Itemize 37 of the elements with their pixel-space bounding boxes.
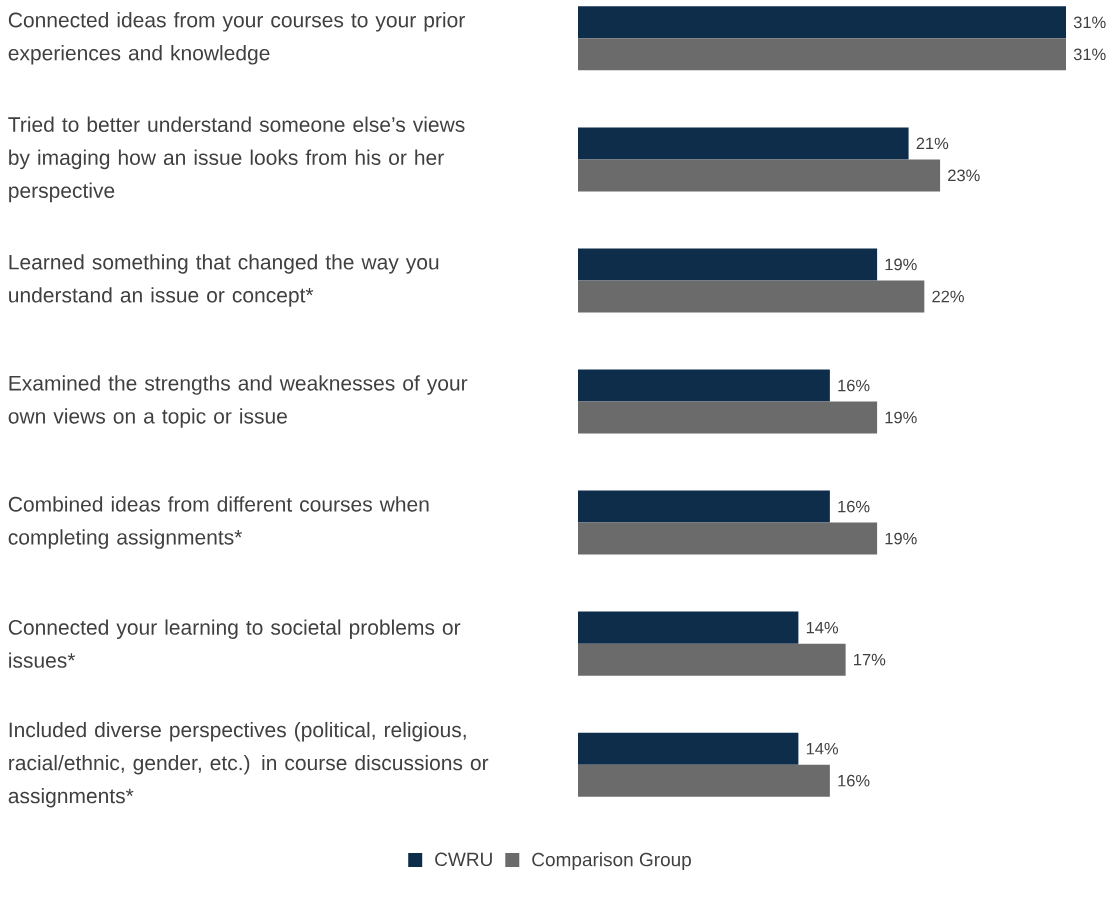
bar bbox=[578, 401, 878, 434]
bar bbox=[578, 127, 909, 160]
bar bbox=[578, 369, 830, 402]
bar bbox=[578, 159, 941, 192]
bar bbox=[578, 490, 830, 523]
bar bbox=[578, 611, 799, 644]
y-tick-label: Combined ideas from different courses when completing assignments* bbox=[8, 496, 429, 549]
data-label: 22% bbox=[932, 290, 964, 303]
bar bbox=[578, 522, 878, 555]
data-label: 31% bbox=[1073, 16, 1106, 29]
bar bbox=[578, 764, 830, 797]
data-label: 31% bbox=[1073, 48, 1106, 61]
data-label: 23% bbox=[948, 169, 980, 182]
data-label: 14% bbox=[806, 742, 839, 755]
data-label: 16% bbox=[838, 774, 870, 787]
bar bbox=[578, 280, 925, 313]
data-label: 19% bbox=[885, 411, 917, 424]
y-tick-label: Examined the strengths and weaknesses of your own views on a topic or issue bbox=[8, 375, 468, 428]
y-tick-label: Learned something that changed the way you understand an issue or concept* bbox=[9, 254, 439, 307]
legend-label: CWRU bbox=[435, 852, 492, 867]
bar bbox=[578, 643, 846, 676]
legend-label: Comparison Group bbox=[532, 852, 691, 871]
y-tick-label: Connected ideas from your courses to your prior experiences and knowledge bbox=[8, 12, 465, 65]
data-label: 17% bbox=[854, 653, 886, 666]
bar bbox=[578, 248, 878, 281]
data-label: 19% bbox=[885, 258, 917, 271]
data-label: 14% bbox=[806, 621, 839, 634]
bar bbox=[578, 38, 1066, 71]
y-tick-label: Included diverse perspectives (political, religious, racial/ethnic, gender, etc.) in course discussions or assignments* bbox=[8, 721, 489, 808]
data-label: 19% bbox=[885, 532, 917, 545]
y-tick-label: Tried to better understand someone else’s views by imaging how an issue looks from his or her perspective bbox=[8, 116, 465, 203]
data-label: 16% bbox=[838, 500, 870, 513]
bar bbox=[578, 732, 799, 765]
bar bbox=[578, 6, 1066, 39]
y-tick-label: Connected your learning to societal problems or issues* bbox=[8, 619, 461, 668]
data-label: 16% bbox=[838, 379, 870, 392]
data-label: 21% bbox=[916, 137, 949, 150]
